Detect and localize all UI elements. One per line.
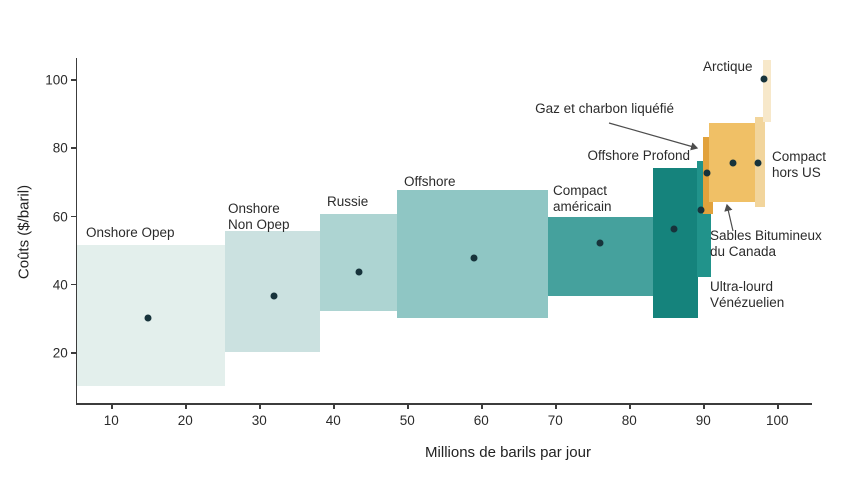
y-tick-label: 40 [52, 277, 68, 293]
x-axis-line [75, 403, 813, 405]
data-point-compact-americain [596, 239, 604, 247]
x-tick-label: 20 [177, 413, 193, 429]
y-axis-title: Coûts ($/baril) [15, 184, 33, 280]
y-tick-label: 60 [52, 209, 68, 224]
x-tick-label: 70 [547, 413, 563, 429]
data-point-offshore [470, 254, 478, 262]
data-point-onshore-opep [144, 314, 152, 322]
x-tick-label: 80 [621, 413, 637, 429]
block-label-compact-americain: Compact américain [553, 183, 612, 214]
block-label-offshore-profond: Offshore Profond [587, 148, 690, 163]
block-label-sables-bitumineux-du-canada: Sables Bitumineux du Canada [710, 228, 822, 259]
annotation-arrow-gaz-et-charbon-liquefie [608, 122, 699, 151]
y-tick-label: 80 [52, 140, 68, 156]
block-label-gaz-et-charbon-liquefie: Gaz et charbon liquéfié [535, 101, 674, 116]
x-tick [629, 404, 631, 410]
y-tick-label: 100 [45, 72, 68, 88]
y-tick [70, 79, 76, 81]
data-point-ultra-lourd-venezuelien [697, 206, 705, 214]
block-label-arctique: Arctique [703, 59, 753, 74]
data-point-offshore-profond [670, 225, 678, 233]
data-point-compact-hors-us [754, 159, 762, 167]
cost-block-offshore-profond [652, 167, 699, 318]
data-point-onshore-non-opep [270, 292, 278, 300]
block-label-onshore-opep: Onshore Opep [86, 225, 175, 240]
data-point-gaz-et-charbon-liquefie [703, 169, 711, 177]
cost-block-compact-americain [547, 217, 653, 296]
x-tick [555, 404, 557, 410]
data-point-sables-bitumineux-du-canada [729, 159, 737, 167]
x-tick-label: 60 [473, 413, 489, 429]
block-label-ultra-lourd-venezuelien: Ultra-lourd Vénézuelien [710, 279, 785, 310]
block-label-onshore-non-opep: Onshore Non Opep [228, 201, 290, 232]
x-tick-label: 40 [325, 413, 341, 429]
x-tick [333, 404, 335, 410]
y-tick-label: 20 [52, 345, 68, 361]
cost-block-offshore [396, 189, 548, 318]
y-tick [70, 147, 76, 149]
y-tick [70, 283, 76, 286]
data-point-arctique [760, 75, 768, 83]
cost-block-onshore-non-opep [224, 230, 320, 352]
x-tick-label: 100 [766, 413, 789, 429]
block-label-compact-hors-us: Compact hors US [772, 149, 827, 180]
x-tick [259, 404, 261, 410]
block-label-russie: Russie [327, 194, 369, 209]
y-tick [70, 352, 76, 354]
x-tick [407, 404, 409, 410]
x-tick [185, 404, 187, 410]
cost-block-russie [319, 213, 397, 312]
y-tick [70, 215, 76, 217]
y-axis-line [75, 57, 78, 404]
cost-block-arctique [762, 60, 771, 122]
x-tick-label: 10 [103, 413, 119, 429]
x-axis-title: Millions de barils par jour [425, 444, 591, 461]
data-point-russie [355, 268, 363, 276]
x-tick [777, 404, 779, 410]
x-tick [481, 404, 483, 410]
block-label-offshore: Offshore [404, 174, 456, 189]
x-tick [111, 404, 113, 410]
x-tick-label: 90 [695, 413, 711, 429]
x-tick [703, 404, 705, 410]
x-tick-label: 30 [251, 413, 267, 429]
x-tick-label: 50 [399, 413, 415, 429]
